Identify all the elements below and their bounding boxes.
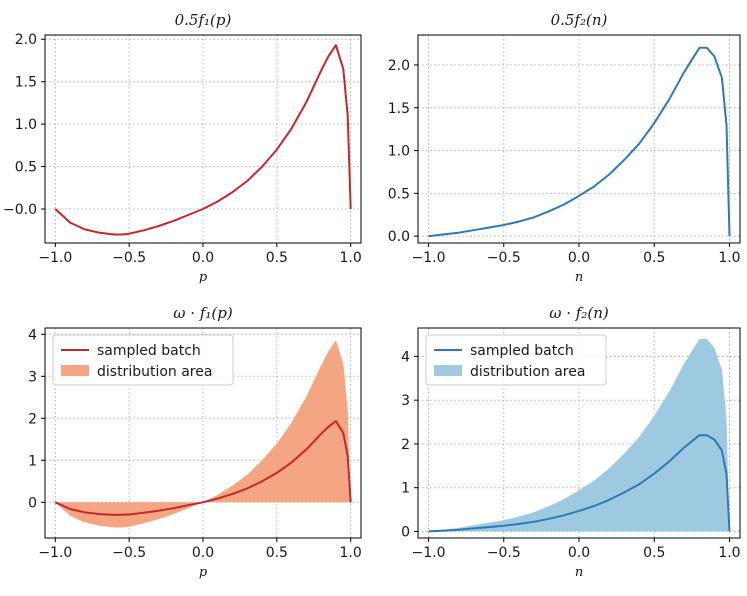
- y-tick-label: 0: [401, 524, 410, 540]
- x-tick-label: 0.5: [266, 545, 288, 561]
- distribution-area: [428, 338, 730, 532]
- legend-area-swatch: [61, 365, 89, 376]
- x-tick-label: −1.0: [38, 545, 72, 561]
- y-tick-label: 2.0: [388, 58, 410, 74]
- x-tick-label: 0.5: [643, 250, 665, 266]
- y-tick-label: 1.5: [15, 75, 37, 91]
- x-tick-label: −1.0: [38, 250, 72, 266]
- y-tick-label: 2: [401, 437, 410, 453]
- legend-label-area: distribution area: [470, 364, 585, 380]
- x-tick-label: 0.0: [192, 545, 214, 561]
- y-tick-label: 0: [28, 495, 37, 511]
- x-tick-label: −0.5: [112, 545, 146, 561]
- chart-panel-4: −1.0 −0.5 0.0 0.5 1.0 0 1 2 3 4 ω · f₂(n) n sampled …: [401, 304, 741, 580]
- y-tick-label: 1.0: [15, 117, 37, 133]
- x-tick-label: −0.5: [487, 545, 521, 561]
- x-axis-label: n: [575, 565, 583, 580]
- y-tick-label: 0.5: [388, 186, 410, 202]
- legend-box: [52, 334, 234, 386]
- y-tick-label: 4: [28, 327, 37, 343]
- legend-label-area: distribution area: [97, 364, 212, 380]
- x-tick-label: −1.0: [412, 545, 446, 561]
- sampled-batch-line: [428, 434, 731, 533]
- x-axis-label: n: [575, 270, 583, 285]
- legend-box: [425, 334, 607, 386]
- x-tick-label: −1.0: [412, 250, 446, 266]
- chart-title: ω · f₁(p): [173, 304, 233, 322]
- density-line: [54, 44, 352, 236]
- y-tick-label: 1: [28, 453, 37, 469]
- x-tick-label: 0.0: [192, 250, 214, 266]
- y-tick-label: 1.0: [388, 144, 410, 160]
- x-tick-label: −0.5: [487, 250, 521, 266]
- x-tick-label: 1.0: [718, 250, 740, 266]
- chart-title: 0.5f₁(p): [175, 11, 232, 29]
- legend-area-swatch: [434, 365, 462, 376]
- y-tick-label: 1.5: [388, 101, 410, 117]
- chart-panel-3: −1.0 −0.5 0.0 0.5 1.0 0 1 2 3 4 ω · f₁(p) p sampled …: [28, 304, 362, 580]
- legend-label-sampled: sampled batch: [470, 343, 574, 359]
- x-tick-label: 0.0: [568, 250, 590, 266]
- x-tick-label: 1.0: [718, 545, 740, 561]
- chart-panel-2: −1.0 −0.5 0.0 0.5 1.0 0.0 0.5 1.0 1.5 2.0 0.5f₂(n)…: [388, 11, 741, 285]
- legend-label-sampled: sampled batch: [97, 343, 201, 359]
- distribution-area: [55, 340, 351, 528]
- x-tick-label: −0.5: [112, 250, 146, 266]
- chart-title: 0.5f₂(n): [551, 11, 608, 29]
- chart-panel-1: −1.0 −0.5 0.0 0.5 1.0 −0.0 0.5 1.0 1.5 2.0 0.5f₁(p…: [3, 11, 362, 285]
- y-tick-label: 3: [401, 393, 410, 409]
- density-line: [428, 46, 731, 238]
- x-tick-label: 0.5: [266, 250, 288, 266]
- x-axis-label: p: [199, 565, 208, 580]
- x-tick-label: 1.0: [340, 545, 362, 561]
- legend: sampled batch distribution area: [52, 334, 234, 386]
- x-tick-label: 1.0: [340, 250, 362, 266]
- y-tick-label: −0.0: [3, 202, 37, 218]
- sampled-batch-line: [54, 420, 352, 516]
- y-tick-label: 2.0: [15, 32, 37, 48]
- y-tick-label: 0.5: [15, 160, 37, 176]
- y-tick-label: 2: [28, 411, 37, 427]
- y-tick-label: 1: [401, 481, 410, 497]
- chart-title: ω · f₂(n): [549, 304, 609, 322]
- y-tick-label: 0.0: [388, 229, 410, 245]
- y-tick-label: 3: [28, 369, 37, 385]
- x-tick-label: 0.0: [568, 545, 590, 561]
- x-tick-label: 0.5: [643, 545, 665, 561]
- x-axis-label: p: [199, 270, 208, 285]
- y-tick-label: 4: [401, 349, 410, 365]
- legend: sampled batch distribution area: [425, 334, 607, 386]
